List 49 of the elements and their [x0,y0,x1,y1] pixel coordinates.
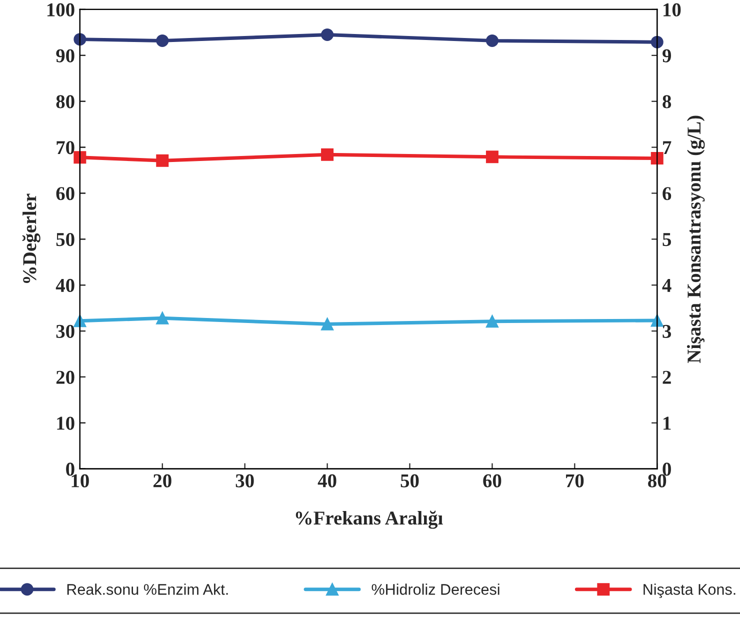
point [156,312,169,324]
x-tick-label: 20 [153,474,172,488]
y2-tick-label: 4 [662,279,672,292]
y-tick-label: 70 [56,141,74,154]
y-tick-label: 60 [56,187,74,200]
point [486,150,498,164]
point [321,318,334,330]
y2-tick-label: 2 [662,370,671,384]
y2-tick-label: 8 [662,95,672,108]
point [321,28,334,41]
point [650,36,664,48]
y-axis-title: %Değerler [22,194,40,284]
point [486,315,498,328]
y2-axis-title: Nişasta Konsantrasyonu (g/L) [686,116,705,364]
y2-tick-label: 1 [664,416,671,430]
y-tick-label: 50 [56,232,74,246]
y-tick-label: 100 [47,3,74,16]
x-tick-label: 60 [483,474,502,488]
point [74,151,86,164]
y-tick-label: 90 [56,49,74,62]
x-tick-label: 10 [72,474,89,488]
y2-tick-label: 10 [664,3,681,16]
x-tick-label: 30 [236,474,254,488]
x-tick-label: 80 [648,474,666,488]
y2-tick-label: 3 [662,324,672,338]
y-tick-label: 40 [56,278,74,292]
y-tick-label: 0 [66,462,74,476]
y-tick-label: 30 [56,324,74,338]
point [321,148,334,161]
point [156,154,169,167]
point [156,34,169,47]
y-tick-label: 10 [57,416,74,430]
point [650,152,664,165]
x-tick-label: 40 [318,474,336,488]
y2-tick-label: 9 [662,49,671,62]
legend-label: Reak.sonu %Enzim Akt. [67,584,228,595]
point [74,33,86,46]
x-tick-label: 70 [566,474,584,488]
y2-tick-label: 0 [662,462,671,476]
y2-tick-label: 7 [663,141,672,154]
y2-tick-label: 6 [662,187,672,200]
y-tick-label: 20 [56,370,74,384]
legend-label: Nişasta Kons. [644,584,736,598]
y-tick-label: 80 [56,95,74,108]
x-axis-title: %Frekans Aralığı [296,510,443,529]
legend-label: %Hidroliz Derecesi [372,584,500,595]
y2-tick-label: 5 [662,233,671,246]
point [486,34,498,47]
x-tick-label: 50 [400,474,419,488]
